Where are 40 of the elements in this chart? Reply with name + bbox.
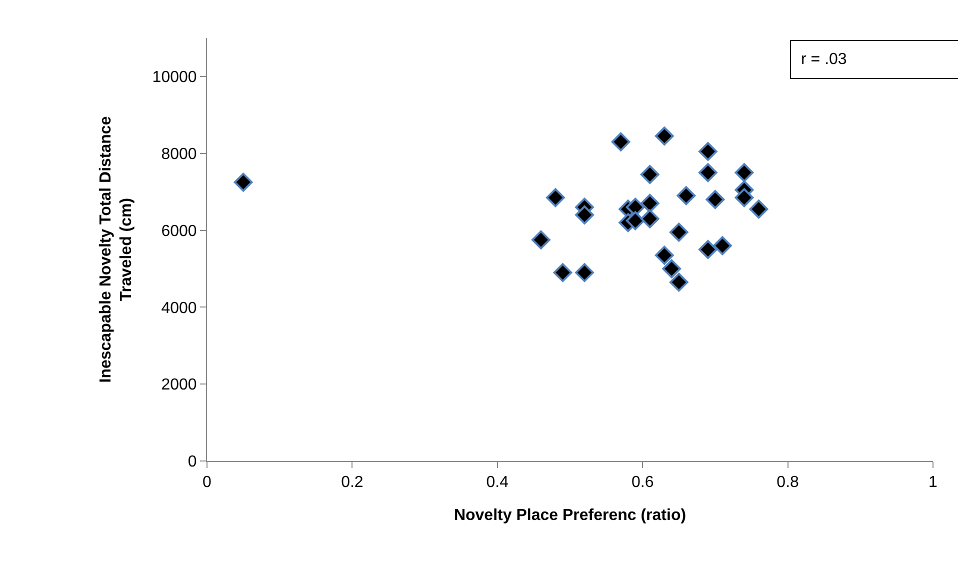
y-tick-label: 0 [188,454,197,471]
point [698,163,718,182]
y-axis-title: Inescapable Novelty Total Distance Traveled (cm) [97,116,136,383]
point [532,230,550,250]
y-tick-label: 10000 [152,69,197,86]
y-tick-label: 6000 [161,222,197,240]
x-tick-label: 0.6 [631,474,654,492]
x-tick-label: 0 [202,474,212,492]
point [706,190,725,209]
point [713,236,732,256]
x-tick-label: 0.8 [776,474,800,492]
y-tick-label: 8000 [161,146,197,163]
point [669,272,688,292]
point [546,188,565,208]
point [734,188,754,208]
point [676,186,696,206]
point [749,200,768,219]
y-tick-label: 2000 [161,376,197,394]
point [698,240,718,259]
point [626,211,645,230]
point [611,132,630,152]
point [575,205,594,224]
x-tick-label: 1 [928,474,938,492]
x-tick-label: 0.4 [486,474,509,492]
point [654,246,674,265]
annotation: r = .03 [801,51,847,68]
y-tick-label: 4000 [161,300,197,317]
point [669,222,688,242]
point [640,165,660,184]
point [698,142,718,161]
x-tick-label: 0.2 [341,474,364,492]
x-axis-title: Novelty Place Preferenc (ratio) [454,506,686,524]
point [575,263,594,282]
point [654,126,674,146]
point [640,209,660,228]
point [234,172,253,192]
point [640,194,660,213]
point [734,163,754,182]
point [553,263,572,282]
point [662,259,682,278]
